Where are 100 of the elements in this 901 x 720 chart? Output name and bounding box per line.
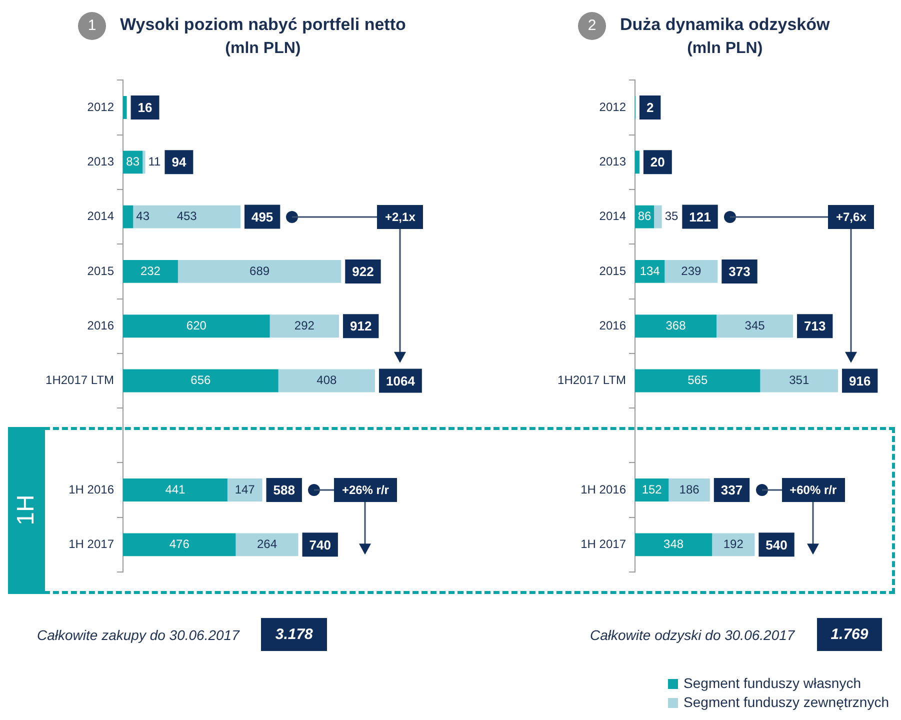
total-label: 912 <box>350 318 372 334</box>
chart-title: Wysoki poziom nabyć portfeli netto <box>120 14 406 36</box>
bar <box>664 260 718 283</box>
total-label: 540 <box>766 537 788 552</box>
y-tick-label: 2013 <box>599 154 626 168</box>
chart-subtitle: (mln PLN) <box>224 39 302 59</box>
data-label: 134 <box>640 264 660 278</box>
y-tick-label: 1H 2016 <box>68 482 114 496</box>
text: 1 <box>78 12 106 40</box>
data-label: 192 <box>723 536 744 551</box>
data-label: 152 <box>642 482 662 496</box>
total-label: 916 <box>848 373 871 388</box>
bar <box>123 205 134 228</box>
data-label: 453 <box>176 209 198 224</box>
y-tick-label: 2016 <box>87 318 114 332</box>
y-tick-label: 2015 <box>599 264 626 278</box>
text: 1.769 <box>816 618 882 651</box>
total-label: 20 <box>650 154 665 170</box>
y-tick-label: 2014 <box>87 209 114 224</box>
y-tick-label: 2015 <box>87 264 114 278</box>
text: 1H <box>12 494 40 528</box>
total-label: 495 <box>251 209 274 224</box>
data-label: 232 <box>140 264 161 278</box>
bar <box>123 478 228 502</box>
data-label: 656 <box>190 373 212 388</box>
data-label: 368 <box>666 318 686 332</box>
total-label: 1064 <box>386 373 416 388</box>
annotation: +7,6x <box>828 204 874 229</box>
bar <box>635 533 712 556</box>
bar <box>712 533 755 556</box>
legend-label: Segment funduszy własnych <box>684 674 861 693</box>
total-label: 337 <box>720 482 743 498</box>
y-tick-label: 1H 2016 <box>580 482 626 496</box>
total-label: 121 <box>689 209 711 224</box>
bar <box>270 314 339 338</box>
data-label: 345 <box>744 318 766 332</box>
text: Całkowite odzyski do 30.06.2017 <box>590 626 795 642</box>
bar <box>123 314 270 338</box>
y-tick-label: 1H 2017 <box>580 536 626 551</box>
text: 3.178 <box>261 618 327 651</box>
data-label: 239 <box>681 264 702 278</box>
bar <box>635 478 669 502</box>
data-label: 264 <box>256 536 278 551</box>
data-label: 441 <box>165 482 186 496</box>
y-tick-label: 2014 <box>599 209 626 224</box>
y-tick-label: 1H 2017 <box>68 536 114 551</box>
bar <box>668 478 710 502</box>
annotation: +26% r/r <box>334 478 397 502</box>
chart-subtitle: (mln PLN) <box>686 39 764 59</box>
data-label: 351 <box>789 373 810 388</box>
text: Całkowite zakupy do 30.06.2017 <box>37 626 240 642</box>
total-label: 740 <box>309 537 331 552</box>
y-tick-label: 1H2017 LTM <box>46 373 114 388</box>
text: 2 <box>578 12 606 40</box>
y-tick-label: 2016 <box>599 318 626 332</box>
bar <box>178 260 342 283</box>
total-label: 373 <box>728 264 750 280</box>
data-label: 348 <box>664 536 684 551</box>
bar <box>635 314 717 338</box>
bar <box>236 533 298 556</box>
y-tick-label: 2012 <box>599 100 626 114</box>
chart-title: Duża dynamika odzysków <box>620 14 830 36</box>
legend-label: Segment funduszy zewnętrznych <box>684 693 889 712</box>
data-label: 11 <box>148 154 162 168</box>
bar <box>123 260 178 283</box>
total-label: 713 <box>804 318 826 334</box>
data-label: 147 <box>234 482 256 496</box>
total-label: 94 <box>172 154 187 170</box>
bar <box>227 478 262 502</box>
data-label: 476 <box>169 536 190 551</box>
data-label: 620 <box>186 318 207 332</box>
total-label: 922 <box>352 264 374 280</box>
bar <box>760 369 838 392</box>
bar <box>123 533 236 556</box>
bar <box>133 205 240 228</box>
y-tick-label: 2013 <box>87 154 114 168</box>
bar <box>635 150 640 174</box>
y-tick-label: 1H2017 LTM <box>558 373 626 388</box>
total-label: 16 <box>138 100 152 116</box>
total-label: 2 <box>646 100 654 116</box>
bar <box>142 150 146 174</box>
data-label: 35 <box>664 209 678 224</box>
bar <box>123 96 127 119</box>
y-tick-label: 2012 <box>87 100 114 114</box>
bar <box>654 205 662 228</box>
total-label: 588 <box>273 482 295 498</box>
bar <box>635 369 760 392</box>
bar <box>123 369 278 392</box>
data-label: 86 <box>638 209 652 224</box>
data-label: 43 <box>136 209 150 224</box>
data-label: 292 <box>294 318 315 332</box>
bar <box>278 369 375 392</box>
data-label: 408 <box>316 373 338 388</box>
data-label: 565 <box>688 373 708 388</box>
data-label: 83 <box>126 154 140 168</box>
data-label: 186 <box>679 482 700 496</box>
bar <box>716 314 794 338</box>
data-label: 689 <box>250 264 270 278</box>
text: +2,1x <box>377 204 424 229</box>
annotation: +60% r/r <box>782 478 845 502</box>
